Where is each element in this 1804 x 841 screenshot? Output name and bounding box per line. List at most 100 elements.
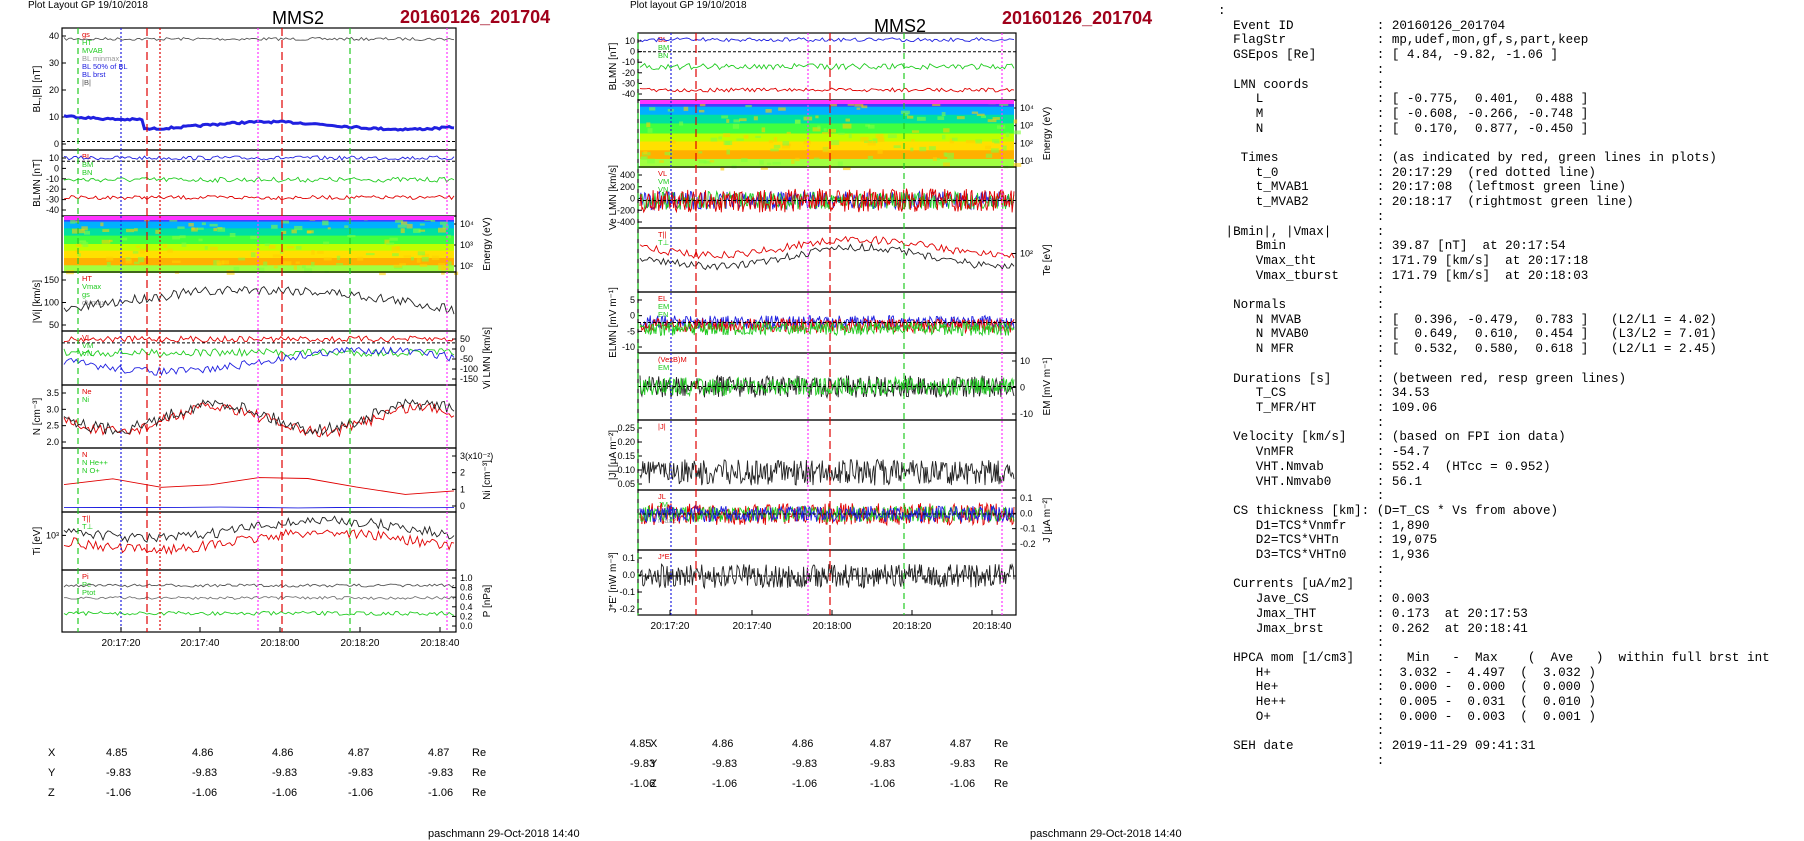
- right-event-title: 20160126_201704: [1002, 8, 1153, 28]
- y-tick-label: 10: [49, 153, 59, 163]
- y-tick-label: 400: [620, 170, 635, 180]
- y-tick-label: 200: [620, 182, 635, 192]
- info-line: T_CS : 34.53: [1218, 386, 1430, 401]
- spectrogram-cell: [903, 112, 909, 116]
- spectrogram-band: [640, 158, 1014, 168]
- right-layout-label: Plot layout GP 19/10/2018: [630, 0, 747, 11]
- left-spacecraft-title: MMS2: [272, 8, 325, 28]
- info-line: :: [1218, 356, 1385, 371]
- position-value: -1.06: [792, 778, 818, 790]
- y-tick-label: -30: [46, 195, 59, 205]
- series-line: [63, 36, 455, 42]
- series-line: [639, 188, 1015, 214]
- position-row: Z -1.06 -1.06 -1.06 -1.06 -1.06 Re: [630, 778, 1170, 798]
- y-tick-label: -0.1: [1020, 524, 1036, 534]
- spectrogram-cell: [647, 158, 655, 164]
- series-line: [63, 528, 455, 556]
- spectrogram-cell: [755, 135, 761, 139]
- spectrogram-cell: [273, 265, 278, 269]
- panel-frame: [61, 569, 457, 633]
- spectrogram-cell: [201, 222, 206, 226]
- spectrogram-band: [640, 133, 1014, 143]
- spectrogram-cell: [196, 227, 204, 230]
- position-value: -9.83: [712, 758, 738, 770]
- spectrogram-cell: [403, 255, 412, 258]
- series-line: [639, 242, 1015, 271]
- legend-entry: T||: [658, 230, 667, 239]
- spectrogram-cell: [77, 253, 81, 257]
- spectrogram-cell: [823, 128, 827, 132]
- spectrogram-cell: [418, 229, 426, 232]
- spectrogram-cell: [760, 166, 768, 170]
- spectrogram-cell: [179, 235, 186, 239]
- info-line: CS thickness [km]: (D=T_CS * Vs from abo…: [1218, 503, 1559, 518]
- spectrogram-cell: [726, 119, 730, 123]
- y-tick-label: 0: [630, 311, 635, 321]
- position-label: Y: [48, 767, 56, 779]
- y-axis-label: P [nPa]: [482, 584, 493, 617]
- position-label: Z: [650, 778, 657, 790]
- spectrogram-cell: [860, 136, 869, 142]
- spectrogram-cell: [765, 108, 772, 113]
- spectrogram-cell: [740, 158, 748, 162]
- info-line: :: [1218, 636, 1385, 651]
- spectrogram-cell: [323, 241, 330, 245]
- series-line: [639, 62, 1015, 71]
- legend-entry: gs: [82, 290, 90, 299]
- spectrogram-cell: [400, 228, 405, 234]
- spectrogram-cell: [279, 250, 284, 254]
- y-tick-label: 5: [630, 295, 635, 305]
- spectrogram-cell: [659, 160, 664, 163]
- right-footer: paschmann 29-Oct-2018 14:40: [1030, 828, 1182, 840]
- spectrogram-cell: [699, 103, 706, 107]
- info-line: H+ : 3.032 - 4.497 ( 3.032 ): [1218, 665, 1596, 680]
- y-tick-label: 2: [460, 468, 465, 478]
- spectrogram-cell: [831, 140, 840, 146]
- spectrogram-cell: [280, 220, 289, 224]
- position-label: Y: [650, 758, 658, 770]
- spectrogram-cell: [842, 166, 851, 171]
- spectrogram-cell: [943, 152, 947, 157]
- spectrogram-cell: [732, 123, 740, 129]
- series-line: [639, 36, 1015, 43]
- spectrogram-cell: [743, 135, 749, 139]
- position-value: -1.06: [712, 778, 738, 790]
- legend-entry: T⊥: [82, 522, 94, 531]
- spectrogram-cell: [794, 119, 801, 124]
- spectrogram-cell: [379, 271, 386, 276]
- spectrogram-cell: [698, 109, 705, 113]
- spectrogram-cell: [281, 249, 285, 252]
- spectrogram-cell: [683, 106, 689, 111]
- legend-entry: T⊥: [658, 238, 670, 247]
- info-line: D3=TCS*VHTn0 : 1,936: [1218, 548, 1430, 563]
- spectrogram-cell: [759, 160, 764, 165]
- y-tick-label: -10: [622, 342, 635, 352]
- spectrogram-cell: [980, 115, 987, 119]
- spectrogram-cell: [878, 139, 885, 142]
- spectrogram-cell: [272, 254, 281, 258]
- spectrogram-cell: [928, 146, 936, 151]
- spectrogram-cell: [932, 157, 937, 161]
- position-row: Z -1.06 -1.06 -1.06 -1.06 -1.06 Re: [48, 787, 568, 807]
- legend-entry: BN: [658, 51, 668, 60]
- spectrogram: [64, 216, 459, 276]
- info-line: :: [1218, 753, 1385, 768]
- spectrogram-cell: [698, 151, 703, 154]
- spectrogram-cell: [703, 161, 712, 164]
- legend-entry: N He++: [82, 458, 108, 467]
- spectrogram-cell: [723, 133, 731, 138]
- spectrogram-cell: [867, 140, 876, 146]
- legend-entry: VN: [658, 185, 668, 194]
- position-value: -9.83: [870, 758, 896, 770]
- spectrogram-cell: [971, 111, 979, 114]
- legend-entry: VL: [658, 169, 667, 178]
- x-tick-label: 20:18:00: [261, 638, 300, 649]
- spectrogram-cell: [78, 228, 85, 234]
- legend-entry: Ptot: [82, 588, 96, 597]
- spectrogram-cell: [397, 224, 407, 228]
- legend-entry: Pe: [82, 580, 91, 589]
- info-line: N : [ 0.170, 0.877, -0.450 ]: [1218, 121, 1589, 136]
- left-footer: paschmann 29-Oct-2018 14:40: [428, 828, 580, 840]
- y-tick-label: 50: [460, 334, 470, 344]
- spectrogram-cell: [992, 117, 1000, 120]
